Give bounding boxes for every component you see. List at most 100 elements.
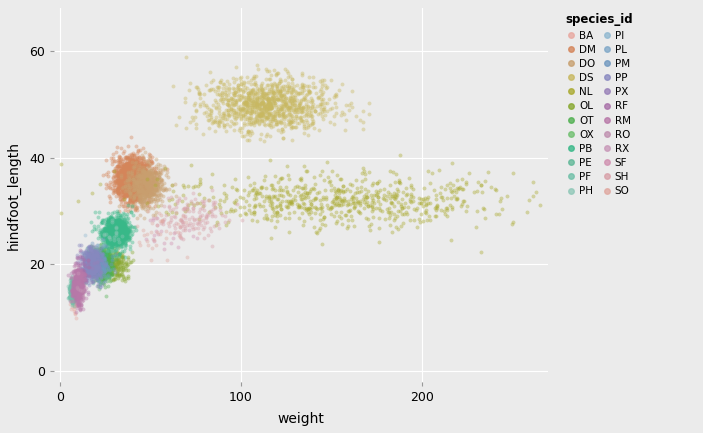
Point [146,191,157,198]
Point [108,150,119,157]
Point [136,181,148,188]
Point [84,252,95,259]
Point [243,174,254,181]
Point [127,177,138,184]
Point [215,95,226,102]
Point [99,262,110,269]
Point [330,100,341,107]
Point [130,177,141,184]
Point [89,256,101,263]
Point [255,106,266,113]
Point [266,82,278,89]
Point [124,180,136,187]
Point [141,186,153,193]
Point [127,166,138,173]
Point [131,179,143,186]
Point [91,251,102,258]
Point [78,268,89,275]
Point [99,259,110,266]
Point [69,274,80,281]
Point [117,221,129,228]
Point [153,190,165,197]
Point [280,100,291,107]
Point [117,170,129,177]
Point [431,204,442,210]
Point [124,186,135,193]
Point [89,254,101,261]
Point [107,228,118,235]
Point [273,112,284,119]
Point [226,95,237,102]
Point [103,262,114,269]
Point [198,101,209,108]
Point [93,259,105,265]
Point [96,249,108,256]
Point [65,278,77,285]
Point [93,228,105,235]
Point [308,125,319,132]
Point [73,294,84,301]
Point [242,95,253,102]
Point [107,248,118,255]
Point [90,249,101,255]
Point [67,286,78,293]
Point [91,271,103,278]
Point [84,259,95,265]
Point [127,160,138,167]
Point [115,172,127,179]
Point [65,275,77,282]
Point [91,264,102,271]
Point [114,222,125,229]
Point [90,263,101,270]
Y-axis label: hindfoot_length: hindfoot_length [7,141,21,249]
Point [143,178,155,185]
Point [248,101,259,108]
Point [103,264,115,271]
Point [448,193,459,200]
Point [132,169,143,176]
Point [91,262,102,268]
Point [67,287,78,294]
Point [149,191,160,197]
Point [117,229,129,236]
Point [359,193,370,200]
Point [124,189,135,196]
Point [91,273,102,280]
Point [91,248,102,255]
Point [79,288,91,294]
Point [120,179,131,186]
Point [96,268,107,275]
Point [103,240,114,247]
Point [96,255,108,262]
Point [189,195,200,202]
Point [112,189,124,196]
Point [107,253,118,260]
Point [74,284,85,291]
Point [93,266,104,273]
Point [128,187,139,194]
Point [275,129,286,136]
Point [126,156,137,163]
Point [132,182,143,189]
Point [117,181,128,188]
Point [89,266,100,273]
Point [80,262,91,269]
Point [130,176,141,183]
Point [118,172,129,179]
Point [128,180,139,187]
Point [92,244,103,251]
Point [84,255,95,262]
Point [96,264,108,271]
Point [79,264,91,271]
Point [319,100,330,107]
Point [317,116,328,123]
Point [72,281,83,288]
Point [68,278,79,284]
Point [72,276,84,283]
Point [305,215,316,222]
Point [146,194,157,200]
Point [92,263,103,270]
Point [91,258,103,265]
Point [94,261,105,268]
Point [77,267,88,274]
